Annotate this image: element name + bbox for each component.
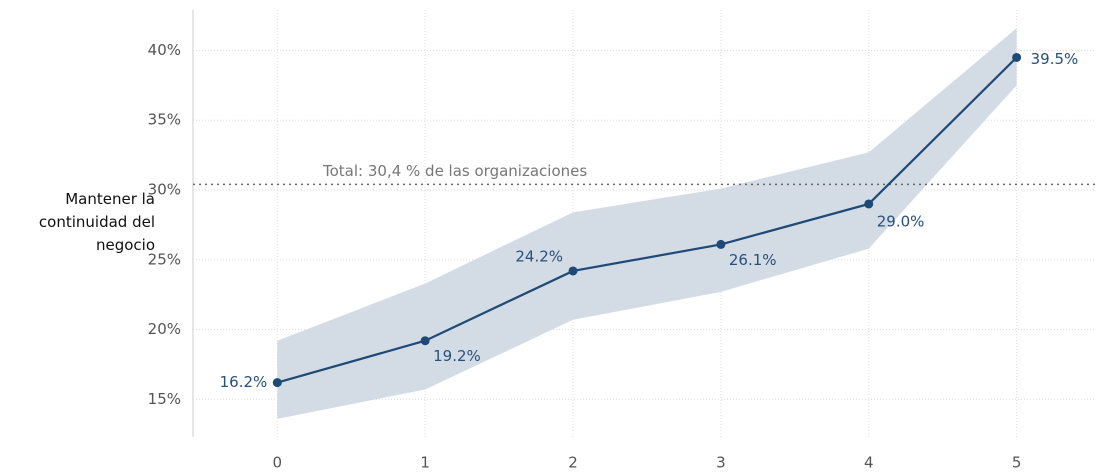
- x-tick-label: 4: [864, 454, 874, 472]
- data-label: 26.1%: [729, 251, 777, 269]
- data-label: 24.2%: [515, 247, 563, 265]
- x-tick-label: 1: [420, 454, 430, 472]
- x-tick-label: 2: [568, 454, 578, 472]
- data-point: [420, 336, 430, 346]
- data-label: 19.2%: [433, 347, 481, 365]
- data-point: [716, 239, 726, 249]
- y-tick-label: 25%: [148, 250, 181, 268]
- x-tick-label: 3: [716, 454, 726, 472]
- y-tick-label: 30%: [148, 181, 181, 199]
- y-tick-label: 40%: [148, 41, 181, 59]
- x-tick-label: 5: [1012, 454, 1022, 472]
- y-tick-label: 35%: [148, 111, 181, 129]
- reference-label: Total: 30,4 % de las organizaciones: [322, 162, 587, 180]
- y-tick-label: 15%: [148, 390, 181, 408]
- data-point: [1012, 52, 1022, 62]
- data-point: [568, 266, 578, 276]
- y-axis-label: Mantener la continuidad del negocio: [38, 190, 155, 254]
- confidence-band: [277, 28, 1017, 419]
- series-line: [276, 56, 1018, 384]
- data-point: [272, 378, 282, 388]
- x-tick-label: 0: [273, 454, 283, 472]
- data-label: 16.2%: [220, 373, 268, 391]
- data-label: 39.5%: [1031, 50, 1079, 68]
- data-point: [864, 199, 874, 209]
- data-label: 29.0%: [877, 212, 925, 230]
- y-tick-label: 20%: [148, 320, 181, 338]
